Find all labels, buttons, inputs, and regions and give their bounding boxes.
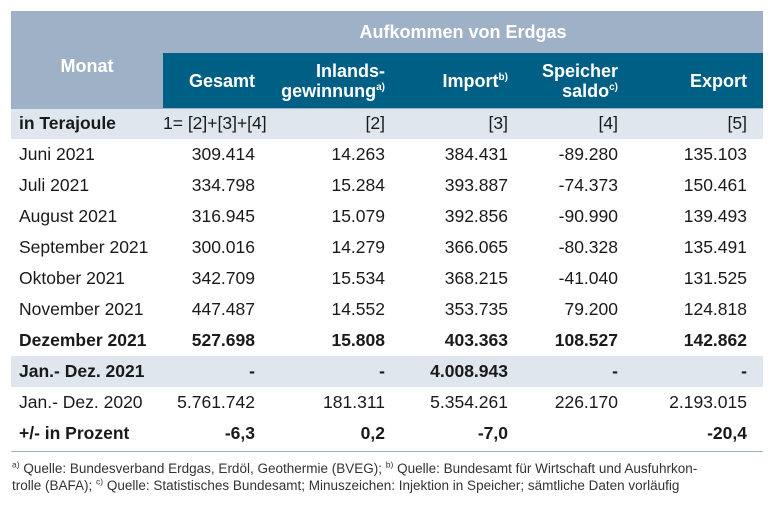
column-header-row: Gesamt Inlands-gewinnunga) Importb) Spei… xyxy=(163,53,763,108)
cell-exp: -20,4 xyxy=(707,423,747,443)
cell-inl: [2] xyxy=(365,113,385,133)
table-body: in Terajoule 1= [2]+[3]+[4] [2] [3] [4] [5] Ju… xyxy=(11,108,763,449)
cell-spe: -89.280 xyxy=(558,144,618,164)
cell-exp: 139.493 xyxy=(683,206,747,226)
table-row: +/- in Prozent -6,3 0,2 -7,0 -20,4 xyxy=(11,418,763,449)
cell-imp: 353.735 xyxy=(444,299,508,319)
cell-exp: 124.818 xyxy=(683,299,747,319)
row-label: August 2021 xyxy=(19,206,118,226)
cell-exp: 135.103 xyxy=(683,144,747,164)
column-header-speichersaldo: Speicher saldoc) xyxy=(541,60,618,101)
cell-inl: - xyxy=(379,361,385,381)
cell-inl: 15.284 xyxy=(331,175,385,195)
row-label: Jan.- Dez. 2021 xyxy=(19,361,145,381)
cell-imp: 392.856 xyxy=(444,206,508,226)
cell-exp: 135.491 xyxy=(683,237,747,257)
supertitle-label: Aufkommen von Erdgas xyxy=(359,21,567,42)
cell-inl: 14.552 xyxy=(331,299,385,319)
table-row: August 2021 316.945 15.079 392.856 -90.990 13… xyxy=(11,201,763,232)
cell-imp: 368.215 xyxy=(444,268,508,288)
row-label: November 2021 xyxy=(19,299,144,319)
table-row: Dezember 2021 527.698 15.808 403.363 108.527… xyxy=(11,325,763,356)
monat-header-label: Monat xyxy=(60,56,114,76)
cell-ges: 316.945 xyxy=(191,206,255,226)
cell-exp: 150.461 xyxy=(683,175,747,195)
cell-ges: 447.487 xyxy=(191,299,255,319)
cell-spe: 226.170 xyxy=(554,392,618,412)
cell-ges: 527.698 xyxy=(191,330,255,350)
cell-ges: -6,3 xyxy=(224,423,255,443)
monat-header: Monat xyxy=(11,11,163,108)
cell-spe: -90.990 xyxy=(558,206,618,226)
cell-imp: 384.431 xyxy=(444,144,508,164)
row-label: Oktober 2021 xyxy=(19,268,126,288)
row-label: +/- in Prozent xyxy=(19,423,130,443)
cell-imp: 4.008.943 xyxy=(430,361,508,381)
table-row: Juni 2021 309.414 14.263 384.431 -89.280 135.… xyxy=(11,139,763,170)
cell-spe: - xyxy=(612,361,618,381)
cell-ges: 334.798 xyxy=(191,175,255,195)
row-label: in Terajoule xyxy=(19,113,116,133)
cell-ges: 5.761.742 xyxy=(177,392,255,412)
cell-imp: 366.065 xyxy=(444,237,508,257)
cell-imp: [3] xyxy=(488,113,508,133)
cell-inl: 14.279 xyxy=(331,237,385,257)
table-bottom-rule xyxy=(11,451,763,452)
column-header-export: Export xyxy=(689,70,747,91)
cell-exp: [5] xyxy=(727,113,747,133)
table-row: Jan.- Dez. 2020 5.761.742 181.311 5.354.261… xyxy=(11,387,763,418)
cell-spe: -74.373 xyxy=(558,175,618,195)
row-label: Dezember 2021 xyxy=(19,330,147,350)
row-label: Juli 2021 xyxy=(19,175,90,195)
column-header-inlandsgewinnung: Inlands-gewinnunga) xyxy=(281,60,385,101)
cell-imp: -7,0 xyxy=(477,423,508,443)
cell-exp: 2.193.015 xyxy=(669,392,747,412)
cell-ges: 342.709 xyxy=(191,268,255,288)
cell-spe: -80.328 xyxy=(558,237,618,257)
cell-exp: - xyxy=(741,361,747,381)
cell-inl: 15.079 xyxy=(331,206,385,226)
table-row: Jan.- Dez. 2021 - - 4.008.943 - - xyxy=(11,356,763,387)
cell-imp: 403.363 xyxy=(444,330,508,350)
table-row: November 2021 447.487 14.552 353.735 79.200 1… xyxy=(11,294,763,325)
cell-ges: 1= [2]+[3]+[4] xyxy=(163,113,267,133)
table-row: September 2021 300.016 14.279 366.065 -80.32… xyxy=(11,232,763,263)
table-row: Juli 2021 334.798 15.284 393.887 -74.373 150.… xyxy=(11,170,763,201)
cell-spe: [4] xyxy=(598,113,618,133)
cell-exp: 131.525 xyxy=(683,268,747,288)
table-row: in Terajoule 1= [2]+[3]+[4] [2] [3] [4] [5] xyxy=(11,108,763,139)
row-label: September 2021 xyxy=(19,237,149,257)
cell-exp: 142.862 xyxy=(683,330,747,350)
table-supertitle: Aufkommen von Erdgas xyxy=(163,11,763,53)
table-row: Oktober 2021 342.709 15.534 368.215 -41.040 1… xyxy=(11,263,763,294)
cell-imp: 393.887 xyxy=(444,175,508,195)
cell-inl: 14.263 xyxy=(331,144,385,164)
cell-imp: 5.354.261 xyxy=(430,392,508,412)
cell-inl: 0,2 xyxy=(360,423,385,443)
cell-inl: 15.534 xyxy=(331,268,385,288)
cell-ges: - xyxy=(249,361,255,381)
column-header-gesamt: Gesamt xyxy=(188,70,255,91)
cell-spe: 79.200 xyxy=(564,299,618,319)
cell-inl: 181.311 xyxy=(323,392,385,412)
footnote: a) Quelle: Bundesverband Erdgas, Erdöl, … xyxy=(12,459,698,493)
column-header-import: Importb) xyxy=(442,70,508,91)
row-label: Jan.- Dez. 2020 xyxy=(19,392,143,412)
cell-spe: -41.040 xyxy=(558,268,618,288)
row-label: Juni 2021 xyxy=(19,144,95,164)
table-top-rule xyxy=(11,108,763,109)
cell-ges: 300.016 xyxy=(191,237,255,257)
cell-ges: 309.414 xyxy=(191,144,255,164)
cell-spe: 108.527 xyxy=(554,330,618,350)
cell-inl: 15.808 xyxy=(331,330,385,350)
gas-supply-table: Monat Aufkommen von Erdgas Gesamt Inland… xyxy=(11,11,763,452)
